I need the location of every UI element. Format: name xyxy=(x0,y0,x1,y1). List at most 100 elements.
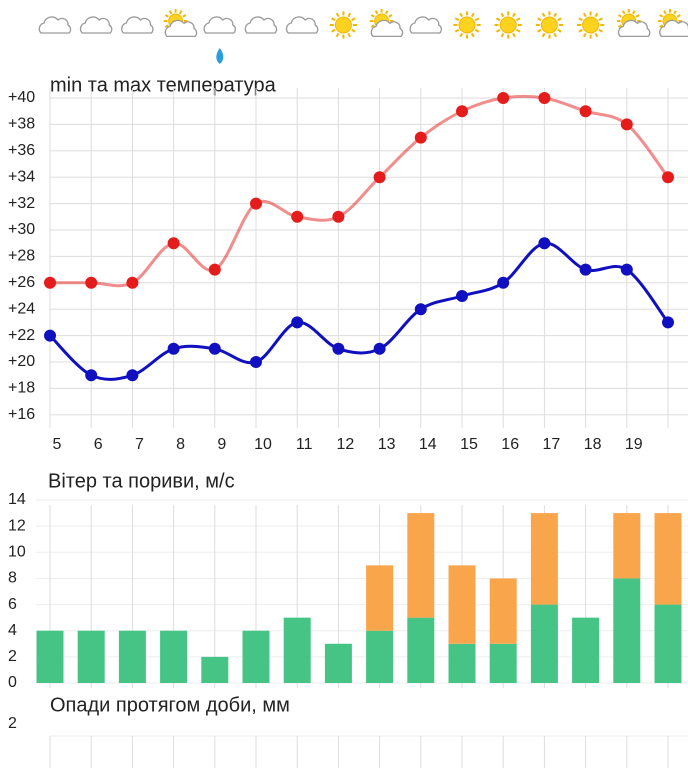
sun-ray xyxy=(673,10,677,15)
sun-ray xyxy=(553,32,558,38)
chart-title: Опади протягом доби, мм xyxy=(50,694,290,716)
point xyxy=(456,290,468,302)
sun-ray xyxy=(474,17,480,22)
bar xyxy=(654,604,682,683)
weather-icons xyxy=(38,9,688,64)
bar xyxy=(572,617,600,683)
sun-ray xyxy=(459,12,464,18)
point xyxy=(167,342,180,355)
sun-ray xyxy=(557,17,562,22)
y-tick-label: 10 xyxy=(8,544,26,561)
sun-ray xyxy=(495,28,501,33)
y-tick-label: +26 xyxy=(8,274,35,291)
y-tick-label: 4 xyxy=(8,622,17,639)
sun-ray xyxy=(331,17,336,22)
sun-ray xyxy=(351,28,356,33)
bar xyxy=(366,630,394,683)
sun-ray xyxy=(164,24,169,28)
sun-ray xyxy=(582,12,587,18)
sun-ray xyxy=(659,24,664,28)
sun-ray xyxy=(347,32,352,38)
sun-ray xyxy=(347,12,352,18)
x-tick-label: 8 xyxy=(176,436,185,453)
cloud xyxy=(121,16,154,34)
point xyxy=(497,92,510,104)
sun-ray xyxy=(676,14,681,18)
sun-ray xyxy=(474,28,480,33)
y-tick-label: +38 xyxy=(8,116,35,133)
bar xyxy=(654,513,682,605)
point xyxy=(85,276,98,289)
sun-ray xyxy=(331,28,336,33)
sun-ray xyxy=(516,28,521,33)
x-tick-label: 6 xyxy=(94,436,103,453)
bar xyxy=(366,565,394,631)
sun-ray xyxy=(495,17,501,22)
sun-ray xyxy=(178,10,183,15)
sun-ray xyxy=(335,12,340,18)
point xyxy=(538,92,551,104)
point xyxy=(85,369,98,382)
point xyxy=(373,342,386,355)
bar xyxy=(489,578,517,644)
sun-ray xyxy=(374,10,379,15)
sun-ray xyxy=(537,17,542,22)
x-tick-label: 14 xyxy=(419,436,437,453)
sun-ray xyxy=(512,32,516,38)
bar xyxy=(118,630,146,683)
y-tick-label: 2 xyxy=(8,648,17,665)
cloud xyxy=(164,19,198,38)
bar xyxy=(613,513,641,579)
point xyxy=(456,105,468,118)
bar xyxy=(242,630,270,683)
sun-ray xyxy=(659,14,664,18)
sun-ray xyxy=(182,14,187,18)
sun-ray xyxy=(541,12,546,18)
point xyxy=(126,276,139,289)
sun-ray xyxy=(370,14,375,18)
point xyxy=(250,197,262,210)
bar xyxy=(283,617,311,683)
y-tick-label: +36 xyxy=(8,142,35,159)
bar xyxy=(324,643,352,683)
x-tick-label: 18 xyxy=(584,436,602,453)
sun xyxy=(582,16,600,34)
sun-ray xyxy=(388,14,393,18)
y-tick-label: +34 xyxy=(8,168,35,185)
sun-ray xyxy=(598,28,603,33)
sun-ray xyxy=(537,28,542,33)
bar xyxy=(448,565,476,644)
point xyxy=(208,263,221,276)
x-tick-label: 12 xyxy=(337,436,355,453)
sun-ray xyxy=(621,10,626,15)
x-tick-label: 9 xyxy=(217,436,226,453)
sun-ray xyxy=(500,32,505,38)
bar xyxy=(201,656,229,683)
sun xyxy=(540,16,558,34)
sun-ray xyxy=(617,24,623,28)
point xyxy=(167,237,180,250)
point xyxy=(250,356,262,368)
point xyxy=(414,303,427,316)
point xyxy=(44,276,56,289)
sun-ray xyxy=(557,28,562,33)
x-tick-label: 13 xyxy=(378,436,396,453)
point xyxy=(414,131,427,144)
sun-ray xyxy=(164,14,169,18)
y-tick-label: +24 xyxy=(8,300,35,317)
sun-ray xyxy=(168,10,173,15)
sun-ray xyxy=(663,10,667,15)
point xyxy=(208,342,221,355)
point xyxy=(579,263,592,276)
x-tick-label: 19 xyxy=(625,436,643,453)
sun-ray xyxy=(594,32,599,38)
cloud xyxy=(79,16,113,34)
point xyxy=(126,369,139,382)
bar xyxy=(407,617,435,683)
bar xyxy=(36,630,64,683)
x-tick-label: 11 xyxy=(296,436,313,453)
sun xyxy=(334,16,352,34)
point xyxy=(620,263,633,276)
y-tick-label: 0 xyxy=(8,674,17,691)
point xyxy=(620,118,633,131)
